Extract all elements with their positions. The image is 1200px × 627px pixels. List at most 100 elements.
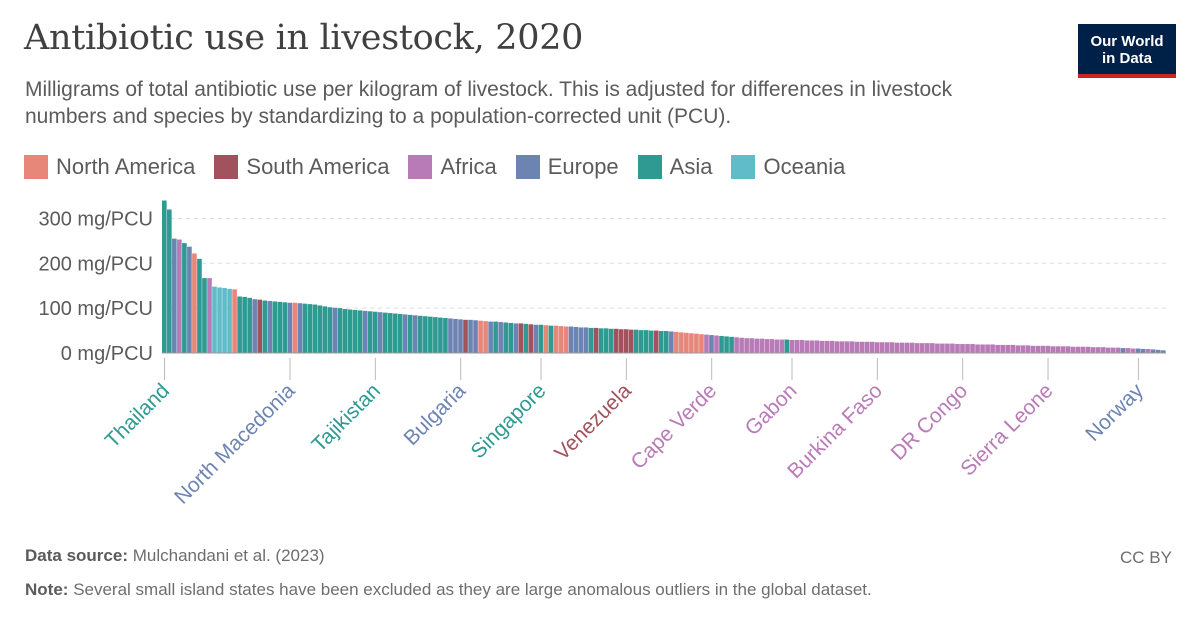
bar[interactable] xyxy=(1070,346,1076,353)
bar[interactable] xyxy=(533,324,539,353)
bar[interactable] xyxy=(814,340,820,353)
legend-item-north-america[interactable]: North America xyxy=(24,154,195,180)
bar[interactable] xyxy=(899,342,905,353)
bar[interactable] xyxy=(438,317,443,353)
bar[interactable] xyxy=(774,339,780,353)
bar[interactable] xyxy=(1080,346,1086,353)
bar[interactable] xyxy=(197,258,202,353)
bar[interactable] xyxy=(272,301,278,353)
bar[interactable] xyxy=(638,330,644,353)
bar[interactable] xyxy=(960,344,965,353)
bar[interactable] xyxy=(694,333,699,353)
bar[interactable] xyxy=(980,344,985,353)
bar[interactable] xyxy=(1085,346,1091,353)
bar[interactable] xyxy=(664,331,669,353)
bar[interactable] xyxy=(237,296,242,353)
bar[interactable] xyxy=(1100,347,1106,353)
bar[interactable] xyxy=(1090,347,1096,353)
bar[interactable] xyxy=(1035,345,1041,353)
bar[interactable] xyxy=(488,321,493,353)
bar[interactable] xyxy=(332,307,338,353)
legend-item-oceania[interactable]: Oceania xyxy=(731,154,845,180)
bar[interactable] xyxy=(925,343,930,353)
bar[interactable] xyxy=(744,338,749,353)
bar[interactable] xyxy=(1125,348,1131,353)
bar[interactable] xyxy=(402,314,408,353)
bar[interactable] xyxy=(1050,346,1056,353)
bar[interactable] xyxy=(1150,349,1156,353)
bar[interactable] xyxy=(804,340,810,353)
bar[interactable] xyxy=(904,342,910,353)
bar[interactable] xyxy=(212,286,217,353)
bar[interactable] xyxy=(1015,345,1021,353)
bar[interactable] xyxy=(1045,345,1051,353)
bar[interactable] xyxy=(879,342,885,353)
bar[interactable] xyxy=(573,326,579,353)
bar[interactable] xyxy=(935,343,940,353)
bar[interactable] xyxy=(658,331,664,353)
bar[interactable] xyxy=(719,335,724,353)
bar[interactable] xyxy=(1060,346,1066,353)
bar[interactable] xyxy=(257,299,262,353)
bar[interactable] xyxy=(1040,345,1046,353)
bar[interactable] xyxy=(458,319,463,353)
bar[interactable] xyxy=(503,322,508,353)
bar[interactable] xyxy=(945,343,950,353)
bar[interactable] xyxy=(347,309,353,353)
bar[interactable] xyxy=(222,287,227,353)
bar[interactable] xyxy=(473,320,478,353)
bar[interactable] xyxy=(357,310,363,353)
bar[interactable] xyxy=(679,332,684,353)
bar[interactable] xyxy=(764,339,770,353)
bar[interactable] xyxy=(493,321,498,353)
bar[interactable] xyxy=(794,339,800,353)
bar[interactable] xyxy=(508,322,513,353)
bar[interactable] xyxy=(824,340,830,353)
bar[interactable] xyxy=(864,341,870,353)
bar[interactable] xyxy=(674,331,679,353)
bar[interactable] xyxy=(970,344,975,353)
bar[interactable] xyxy=(172,238,177,353)
bar[interactable] xyxy=(548,325,554,353)
bar[interactable] xyxy=(1140,348,1146,353)
bar[interactable] xyxy=(689,333,694,353)
bar[interactable] xyxy=(267,300,273,353)
bar[interactable] xyxy=(628,329,634,353)
bar[interactable] xyxy=(1120,348,1126,353)
bar[interactable] xyxy=(463,319,468,353)
legend-item-south-america[interactable]: South America xyxy=(214,154,389,180)
bar[interactable] xyxy=(1055,346,1061,353)
bar[interactable] xyxy=(915,343,920,353)
bar[interactable] xyxy=(372,311,378,353)
bar[interactable] xyxy=(583,327,589,353)
bar[interactable] xyxy=(995,344,1000,353)
bar[interactable] xyxy=(382,312,388,353)
bar[interactable] xyxy=(799,339,805,353)
bar[interactable] xyxy=(1130,348,1136,353)
bar[interactable] xyxy=(930,343,935,353)
bar[interactable] xyxy=(789,339,795,353)
bar[interactable] xyxy=(578,327,584,353)
bar[interactable] xyxy=(1075,346,1081,353)
bar[interactable] xyxy=(247,297,252,353)
bar[interactable] xyxy=(227,288,232,353)
bar[interactable] xyxy=(513,323,519,353)
bar[interactable] xyxy=(448,318,453,353)
bar[interactable] xyxy=(669,331,674,353)
bar[interactable] xyxy=(302,303,308,353)
bar[interactable] xyxy=(739,337,744,353)
bar[interactable] xyxy=(869,341,875,353)
bar[interactable] xyxy=(543,325,549,353)
bar[interactable] xyxy=(955,344,960,353)
bar[interactable] xyxy=(754,338,759,353)
bar[interactable] xyxy=(1135,348,1141,353)
bar[interactable] xyxy=(623,329,629,353)
bar[interactable] xyxy=(724,336,729,353)
bar[interactable] xyxy=(207,278,212,353)
bar[interactable] xyxy=(1030,345,1036,353)
bar[interactable] xyxy=(704,334,709,353)
bar[interactable] xyxy=(558,326,564,353)
bar[interactable] xyxy=(1005,344,1010,353)
bar[interactable] xyxy=(182,243,187,353)
bar[interactable] xyxy=(709,335,714,353)
